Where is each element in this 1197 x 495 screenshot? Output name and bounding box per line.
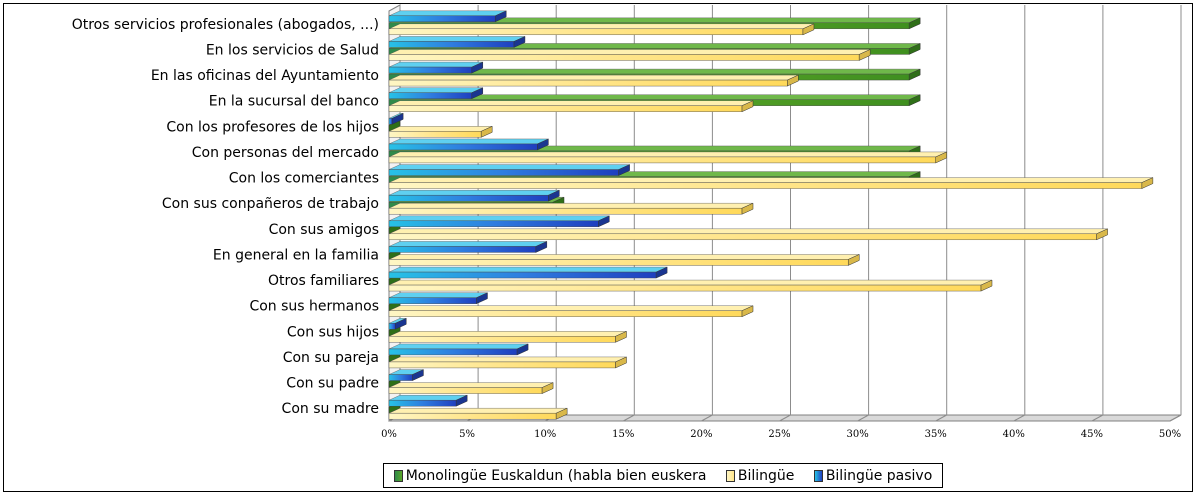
category-label: Con los comerciantes xyxy=(229,171,379,187)
category-label: En los servicios de Salud xyxy=(206,42,379,58)
bar xyxy=(388,254,860,266)
bar xyxy=(388,125,493,138)
x-tick-label: 20% xyxy=(690,429,712,440)
x-tick-label: 25% xyxy=(768,429,790,440)
x-tick-label: 5% xyxy=(459,429,475,440)
bar xyxy=(388,138,549,151)
gridline-floor xyxy=(701,414,713,422)
bar xyxy=(388,164,630,176)
bar xyxy=(388,23,815,36)
x-tick-label: 0% xyxy=(381,429,397,440)
gridline-floor xyxy=(1013,414,1026,422)
legend-swatch-yellow xyxy=(725,469,735,482)
bar xyxy=(388,10,507,23)
legend-label: Bilingüe xyxy=(737,467,795,484)
category-label: En general en la familia xyxy=(213,247,379,263)
x-tick-label: 10% xyxy=(534,429,556,440)
bar xyxy=(388,369,424,381)
x-tick-label: 35% xyxy=(925,429,947,440)
gridline-floor xyxy=(779,414,791,422)
category-label: Con sus hijos xyxy=(287,324,379,340)
bar xyxy=(388,100,754,113)
bar xyxy=(388,74,799,87)
bar xyxy=(388,407,568,420)
category-label: Con sus hermanos xyxy=(249,299,379,315)
category-label: Con su madre xyxy=(282,401,379,417)
legend: Monolingüe Euskaldun (habla bien euskera… xyxy=(383,463,943,488)
bar xyxy=(388,228,1108,241)
legend-item-bilingue: Bilingüe xyxy=(725,467,795,484)
bar xyxy=(388,356,627,369)
category-labels: Otros servicios profesionales (abogados,… xyxy=(72,17,379,417)
bar xyxy=(388,241,548,253)
bar xyxy=(388,382,554,394)
bar xyxy=(388,330,627,343)
chart-frame: Otros servicios profesionales (abogados,… xyxy=(3,3,1193,492)
bar xyxy=(388,317,407,330)
gridline-floor xyxy=(1091,414,1104,422)
x-axis-tick-labels: 0% 5% 10% 15% 20% 25% 30% 35% 40% 45% 50% xyxy=(381,429,1181,440)
x-tick-label: 50% xyxy=(1159,429,1181,440)
bar xyxy=(388,343,529,356)
bar xyxy=(388,279,993,292)
legend-swatch-green xyxy=(393,469,403,482)
x-tick-label: 40% xyxy=(1003,429,1025,440)
category-label: Otros familiares xyxy=(268,273,379,289)
category-label: Otros servicios profesionales (abogados,… xyxy=(72,17,379,33)
bar xyxy=(388,292,488,305)
x-tick-label: 30% xyxy=(846,429,868,440)
category-label: Con personas del mercado xyxy=(192,145,379,161)
bar xyxy=(388,215,610,228)
bar xyxy=(388,305,754,318)
category-label: Con su pareja xyxy=(283,350,379,366)
bar xyxy=(388,112,404,125)
bar xyxy=(388,177,1154,189)
legend-label: Monolingüe Euskaldun (habla bien euskera xyxy=(405,467,707,484)
category-label: Con su padre xyxy=(286,376,379,392)
bar xyxy=(388,202,754,215)
gridline-floor xyxy=(623,414,635,422)
legend-swatch-blue xyxy=(813,469,823,482)
bar xyxy=(388,87,484,100)
bar xyxy=(388,266,668,279)
category-label: Con sus amigos xyxy=(269,222,379,238)
x-tick-label: 15% xyxy=(612,429,634,440)
category-label: Con sus conpañeros de trabajo xyxy=(162,196,379,212)
bar xyxy=(388,61,484,74)
legend-item-monolingue: Monolingüe Euskaldun (habla bien euskera xyxy=(393,467,707,484)
category-label: En la sucursal del banco xyxy=(209,94,379,110)
legend-item-bilingue-pasivo: Bilingüe pasivo xyxy=(813,467,933,484)
bars xyxy=(388,10,1154,420)
bar xyxy=(388,189,560,202)
x-tick-label: 45% xyxy=(1081,429,1103,440)
bar xyxy=(388,151,947,164)
gridline-floor xyxy=(857,414,869,422)
bar xyxy=(388,394,468,407)
gridline-floor xyxy=(935,414,947,422)
category-label: Con los profesores de los hijos xyxy=(166,119,379,135)
gridline-floor xyxy=(1169,414,1182,422)
legend-label: Bilingüe pasivo xyxy=(825,467,933,484)
bar-chart: Otros servicios profesionales (abogados,… xyxy=(72,4,1182,440)
bar xyxy=(388,49,871,61)
category-label: En las oficinas del Ayuntamiento xyxy=(151,68,379,84)
bar xyxy=(388,36,526,48)
